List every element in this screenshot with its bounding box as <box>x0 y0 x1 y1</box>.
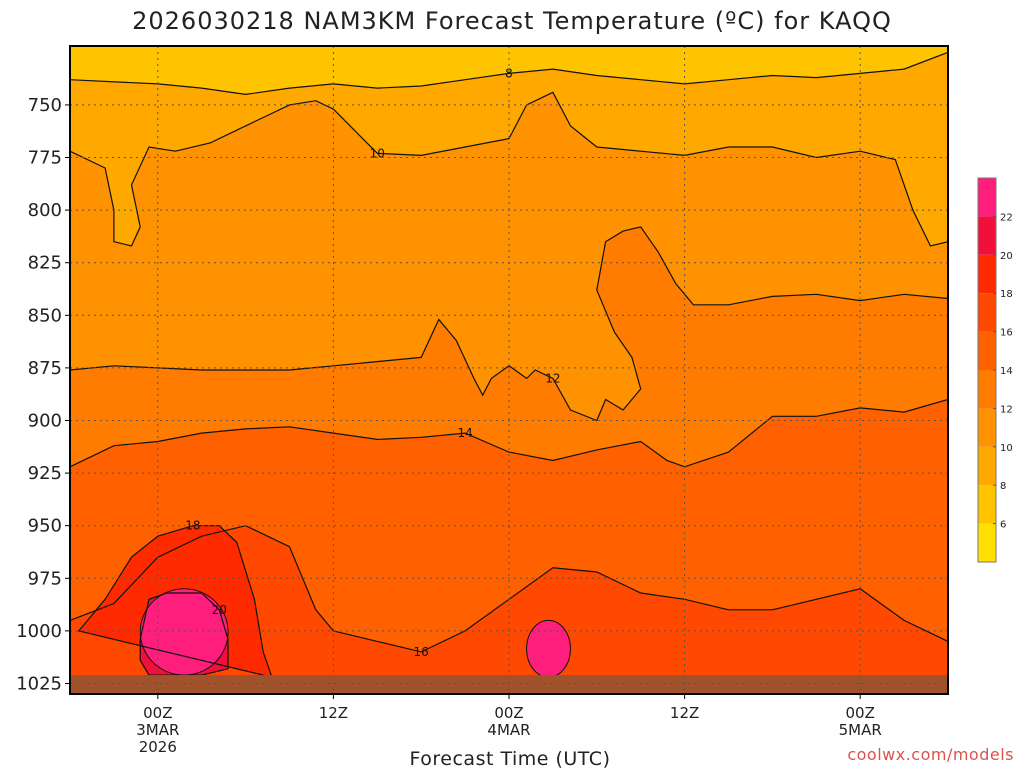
colorbar-swatch <box>978 370 996 409</box>
x-tick-label: 00Z <box>143 704 172 722</box>
contour-label: 14 <box>457 426 472 440</box>
contour-label: 8 <box>505 66 513 80</box>
x-axis-label: Forecast Time (UTC) <box>410 748 611 768</box>
fill-band-16 <box>70 525 948 694</box>
y-tick-label: 800 <box>28 200 62 221</box>
warm-region <box>139 588 229 676</box>
ground-strip <box>70 675 948 694</box>
colorbar-label: 16 <box>1000 328 1013 339</box>
warm-region <box>526 619 571 678</box>
x-tick-label: 4MAR <box>487 721 530 739</box>
contour-label: 18 <box>185 519 200 533</box>
y-tick-label: 750 <box>28 95 62 116</box>
colorbar-swatch <box>978 331 996 370</box>
y-tick-label: 950 <box>28 516 62 537</box>
colorbar-swatch <box>978 446 996 486</box>
contour-label: 12 <box>545 371 560 385</box>
contour-16 <box>70 525 948 653</box>
y-tick-label: 825 <box>28 253 62 274</box>
colorbar-swatch <box>978 254 996 294</box>
colorbar-swatch <box>978 485 996 524</box>
y-tick-label: 900 <box>28 410 62 431</box>
contour-14 <box>70 398 948 468</box>
contour-12 <box>70 226 948 422</box>
y-tick-label: 875 <box>28 358 62 379</box>
grid-lines <box>70 46 948 694</box>
contour-8 <box>70 51 948 96</box>
x-tick-label: 00Z <box>494 704 523 722</box>
x-tick-label: 12Z <box>670 704 699 722</box>
contour-10 <box>70 91 948 247</box>
colorbar-label: 20 <box>1000 251 1013 262</box>
x-tick-label: 12Z <box>319 704 348 722</box>
x-tick-label: 00Z <box>846 704 875 722</box>
colorbar-swatch <box>978 293 996 332</box>
y-tick-label: 1000 <box>16 621 62 642</box>
y-tick-label: 975 <box>28 568 62 589</box>
colorbar-label: 22 <box>1000 212 1013 223</box>
plot-area: 8 10 12 14 16 18 20 <box>70 46 948 694</box>
colorbar-label: 10 <box>1000 443 1013 454</box>
contour-label: 20 <box>212 603 227 617</box>
y-axis: 750 775 800 825 850 875 900 925 950 975 1000 1025 <box>16 95 70 694</box>
colorbar-swatch <box>978 408 996 447</box>
x-tick-label: 5MAR <box>839 721 882 739</box>
colorbar-label: 6 <box>1000 520 1006 531</box>
chart-title: 2026030218 NAM3KM Forecast Temperature (… <box>132 7 892 35</box>
credit-text: coolwx.com/models <box>847 745 1014 764</box>
x-tick-label: 3MAR <box>136 721 179 739</box>
y-tick-label: 925 <box>28 463 62 484</box>
x-tick-label: 2026 <box>139 738 177 756</box>
colorbar-label: 8 <box>1000 481 1006 492</box>
contour-20 <box>139 592 229 676</box>
y-tick-label: 775 <box>28 148 62 169</box>
contour-18 <box>77 525 273 679</box>
colorbar-swatch <box>978 178 996 217</box>
colorbar-label: 12 <box>1000 404 1013 415</box>
colorbar-label: 14 <box>1000 366 1013 377</box>
colorbar-label: 18 <box>1000 289 1013 300</box>
y-tick-label: 1025 <box>16 673 62 694</box>
colorbar-swatch <box>978 523 996 562</box>
colorbar-swatch <box>978 216 996 255</box>
colorbar: 6 8 10 12 14 16 18 20 22 <box>977 177 1013 563</box>
y-tick-label: 850 <box>28 305 62 326</box>
contour-label: 10 <box>370 146 385 160</box>
contour-label: 16 <box>414 645 429 659</box>
